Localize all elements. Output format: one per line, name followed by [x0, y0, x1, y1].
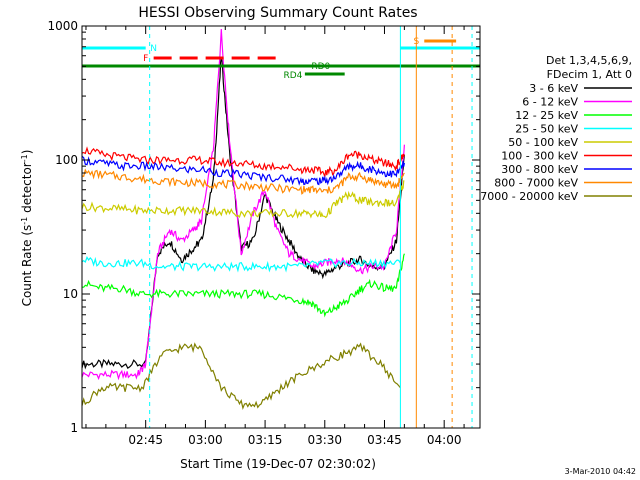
series-line-5: [81, 180, 405, 219]
x-tick-label: 02:45: [128, 433, 163, 447]
footer-date: 3-Mar-2010 04:42: [565, 467, 636, 476]
legend-header-line-1: Det 1,3,4,5,6,9,: [546, 54, 632, 67]
legend-entry-label: 12 - 25 keV: [515, 109, 578, 122]
x-tick-label: 03:00: [188, 433, 223, 447]
flag-label-rd0: RD0: [311, 62, 330, 72]
y-tick-label: 100: [55, 153, 78, 167]
flag-label-n: N: [150, 44, 157, 54]
legend-entry-label: 50 - 100 keV: [508, 136, 578, 149]
legend-header-line-2: FDecim 1, Att 0: [547, 68, 632, 81]
legend-entry-label: 300 - 800 keV: [501, 163, 578, 176]
legend-entry-label: 3 - 6 keV: [529, 82, 578, 95]
flag-label-f: F: [143, 54, 148, 64]
legend-entry-label: 100 - 300 keV: [501, 150, 578, 163]
legend-entry-label: 7000 - 20000 keV: [480, 190, 578, 203]
x-tick-label: 03:30: [307, 433, 342, 447]
x-tick-label: 03:45: [367, 433, 402, 447]
x-tick-label: 04:00: [427, 433, 462, 447]
x-tick-label: 03:15: [248, 433, 283, 447]
x-axis-label: Start Time (19-Dec-07 02:30:02): [180, 457, 376, 471]
series-line-3: [82, 253, 405, 318]
series-line-2: [81, 28, 405, 381]
plot-area: NFRD0RD4S110100100002:4503:0003:1503:300…: [47, 19, 481, 447]
y-tick-label: 10: [63, 287, 78, 301]
legend-entry-label: 800 - 7000 keV: [494, 177, 578, 190]
legend: Det 1,3,4,5,6,9, FDecim 1, Att 0 3 - 6 k…: [480, 54, 632, 203]
y-axis-label: Count Rate (s-1 detector-1): [20, 150, 34, 307]
y-tick-label: 1000: [47, 19, 78, 33]
series-line-4: [81, 256, 401, 273]
series-line-7: [81, 155, 405, 186]
series-line-8: [81, 168, 405, 195]
y-tick-label: 1: [70, 421, 78, 435]
series-line-6: [81, 146, 405, 177]
legend-entry-label: 25 - 50 keV: [515, 123, 578, 136]
legend-entry-label: 6 - 12 keV: [522, 96, 578, 109]
series-line-9: [81, 342, 401, 410]
flag-label-rd4: RD4: [283, 71, 302, 81]
plot-frame: [81, 25, 481, 429]
chart-title: HESSI Observing Summary Count Rates: [138, 5, 417, 21]
